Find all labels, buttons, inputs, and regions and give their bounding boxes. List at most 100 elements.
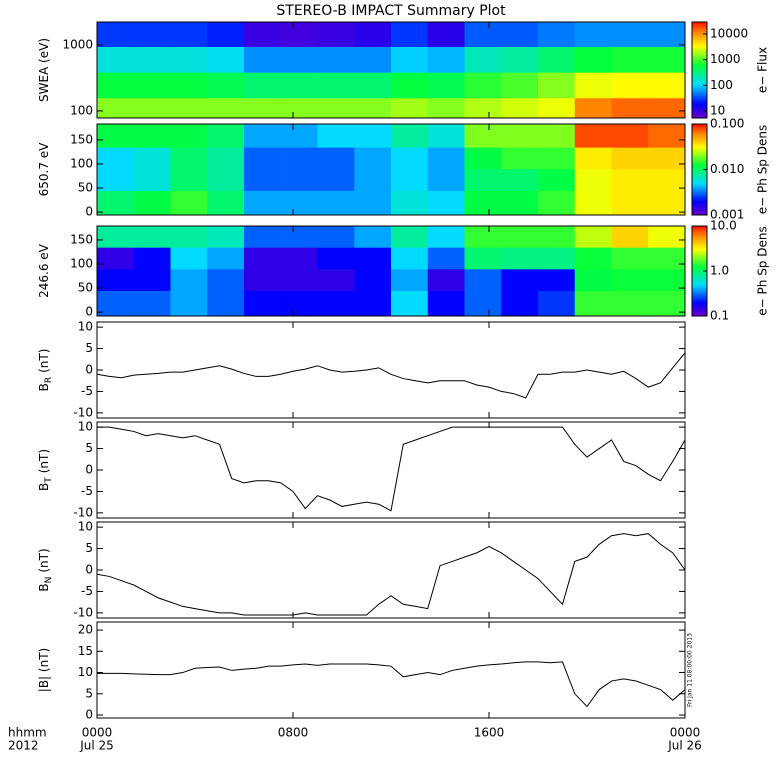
heat-cell (280, 72, 318, 99)
colorbar-swatch (692, 47, 707, 50)
colorbar-swatch (692, 174, 707, 177)
colorbar-swatch (692, 152, 707, 155)
colorbar-swatch (692, 149, 707, 152)
heat-cell (464, 268, 502, 291)
heat-cell (354, 190, 392, 215)
y-tick-label: 15 (78, 644, 93, 658)
colorbar-swatch (692, 266, 707, 269)
heat-cell (170, 226, 208, 248)
colorbar-swatch (692, 46, 707, 49)
panel (97, 124, 685, 215)
x-row-label: hhmm (8, 726, 47, 740)
heat-cell (427, 147, 465, 170)
colorbar-swatch (692, 39, 707, 42)
colorbar-swatch (692, 114, 707, 117)
colorbar-swatch (692, 137, 707, 140)
heat-cell (317, 46, 355, 73)
colorbar-swatch (692, 76, 707, 79)
heat-cell (611, 46, 649, 73)
colorbar-swatch (692, 49, 707, 52)
colorbar-swatch (692, 103, 707, 106)
colorbar-swatch (692, 239, 707, 242)
heat-cell (611, 268, 649, 291)
colorbar-swatch (692, 187, 707, 190)
colorbar-swatch (692, 181, 707, 184)
heat-cell (538, 22, 576, 47)
y-tick-label: 0 (85, 305, 93, 319)
colorbar-swatch (692, 172, 707, 175)
colorbar-swatch (692, 183, 707, 186)
colorbar-swatch (692, 89, 707, 92)
heat-cell (501, 290, 539, 316)
heat-cell (501, 97, 539, 118)
colorbar-swatch (692, 157, 707, 160)
heat-cell (354, 22, 392, 47)
heat-cell (133, 268, 171, 291)
y-tick-label: 5 (85, 686, 93, 700)
y-label-unit: (nT) (37, 449, 51, 473)
colorbar-swatch (692, 73, 707, 76)
heat-cell (574, 226, 612, 248)
colorbar-swatch (692, 296, 707, 299)
heat-cell (280, 22, 318, 47)
heat-cell (244, 268, 282, 291)
colorbar-swatch (692, 180, 707, 183)
colorbar-swatch (692, 299, 707, 302)
colorbar-swatch (692, 108, 707, 111)
colorbar-swatch (692, 281, 707, 284)
x-date-label: Jul 26 (667, 739, 702, 753)
colorbar-swatch (692, 65, 707, 68)
heat-cell (133, 290, 171, 316)
heat-cell (427, 290, 465, 316)
colorbar-swatch (692, 38, 707, 41)
heat-cell (97, 46, 135, 73)
heat-cell (354, 268, 392, 291)
heat-cell (538, 290, 576, 316)
heat-cell (244, 247, 282, 270)
colorbar-swatch (692, 308, 707, 311)
y-axis-label: 246.6 eV (37, 243, 51, 298)
colorbar-swatch (692, 44, 707, 47)
heat-cell (244, 97, 282, 118)
heat-cell (464, 46, 502, 73)
y-tick-label: 0 (85, 708, 93, 722)
colorbar-swatch (692, 52, 707, 55)
colorbar-swatch (692, 127, 707, 130)
colorbar-swatch (692, 161, 707, 164)
heat-cell (464, 72, 502, 99)
colorbar-swatch (692, 310, 707, 312)
colorbar-swatch (692, 248, 707, 251)
colorbar-swatch (692, 31, 707, 34)
colorbar-swatch (692, 140, 707, 143)
colorbar-swatch (692, 167, 707, 170)
x-tick-label: 0000 (82, 726, 113, 740)
y-label-unit: (nT) (37, 548, 51, 572)
heat-cell (280, 226, 318, 248)
y-tick-label: -10 (73, 505, 93, 519)
data-line (97, 661, 685, 708)
colorbar-swatch (692, 238, 707, 240)
heat-cell (464, 190, 502, 215)
heat-cell (207, 268, 245, 291)
y-tick-label: 100 (70, 257, 93, 271)
colorbar-swatch (692, 247, 707, 249)
colorbar-swatch (692, 171, 707, 174)
colorbar-swatch (692, 311, 707, 314)
colorbar-swatch (692, 274, 707, 276)
y-tick-label: 20 (78, 623, 93, 637)
heat-cell (391, 190, 429, 215)
colorbar-swatch (692, 175, 707, 178)
heat-cell (207, 290, 245, 316)
colorbar-swatch (692, 166, 707, 169)
colorbar-swatch (692, 34, 707, 37)
colorbar-swatch (692, 244, 707, 246)
colorbar-swatch (692, 269, 707, 272)
heat-cell (501, 268, 539, 291)
heat-cell (464, 147, 502, 170)
colorbar-swatch (692, 25, 707, 28)
heat-cell (244, 22, 282, 47)
heat-cell (648, 226, 685, 248)
heat-cell (354, 290, 392, 316)
colorbar-swatch (692, 63, 707, 66)
